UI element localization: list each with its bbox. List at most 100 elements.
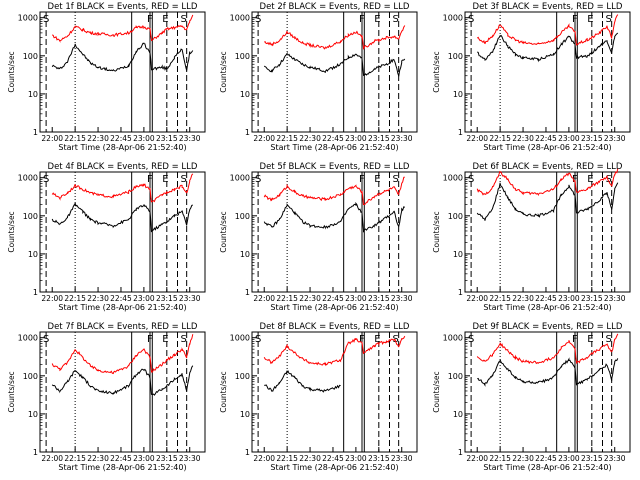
marker-label: S	[606, 334, 612, 345]
x-tick-label: 22:15	[276, 134, 298, 143]
x-tick-label: 22:45	[110, 134, 132, 143]
x-tick-label: 22:30	[299, 294, 321, 303]
x-tick-label: 22:15	[489, 294, 511, 303]
x-axis-label: Start Time (28-Apr-06 21:52:40)	[58, 463, 186, 472]
x-tick-label: 22:45	[322, 294, 344, 303]
panel-det-4f: Det 4f BLACK = Events, RED = LLD 1 10 100 10…	[7, 162, 206, 312]
y-axis-label: Counts/sec	[432, 211, 441, 252]
x-tick-label: 22:00	[253, 454, 275, 463]
y-tick-label: 1000	[18, 14, 38, 23]
x-tick-label: 22:15	[276, 294, 298, 303]
y-tick-label: 1	[33, 448, 38, 457]
marker-label: S	[43, 334, 49, 345]
x-tick-label: 23:15	[156, 294, 178, 303]
marker-label: F	[572, 14, 578, 25]
x-tick-label: 23:30	[179, 134, 201, 143]
panel-det-9f: Det 9f BLACK = Events, RED = LLD 1 10 100 10…	[432, 322, 631, 472]
y-tick-label: 1000	[230, 334, 250, 343]
x-tick-label: 23:15	[368, 454, 390, 463]
x-tick-label: 22:00	[253, 294, 275, 303]
panel-det-2f: Det 2f BLACK = Events, RED = LLD 1 10 100 10…	[219, 2, 418, 152]
x-tick-label: 22:30	[299, 134, 321, 143]
x-tick-label: 23:00	[133, 294, 155, 303]
x-tick-label: 23:30	[179, 454, 201, 463]
x-tick-label: 23:00	[345, 454, 367, 463]
y-tick-label: 1	[245, 288, 250, 297]
panel-det-7f: Det 7f BLACK = Events, RED = LLD 1 10 100 10…	[7, 322, 206, 472]
marker-label: S	[468, 334, 474, 345]
y-axis-label: Counts/sec	[219, 371, 228, 412]
x-tick-label: 22:00	[41, 294, 63, 303]
plot-frame	[464, 331, 631, 453]
marker-label: E	[162, 14, 168, 25]
y-tick-label: 100	[235, 372, 250, 381]
x-tick-label: 22:45	[322, 454, 344, 463]
y-tick-label: 1000	[18, 334, 38, 343]
panel-title: Det 2f BLACK = Events, RED = LLD	[260, 2, 410, 12]
x-tick-label: 23:15	[581, 454, 603, 463]
x-tick-label: 22:00	[41, 454, 63, 463]
series-events	[477, 357, 619, 387]
plot-frame	[39, 171, 206, 293]
panel-title: Det 3f BLACK = Events, RED = LLD	[473, 2, 623, 12]
marker-label: E	[162, 334, 168, 345]
marker-label: E	[587, 334, 593, 345]
panel-det-5f: Det 5f BLACK = Events, RED = LLD 1 10 100 10…	[219, 162, 418, 312]
series-lld	[263, 176, 405, 206]
marker-label: S	[468, 14, 474, 25]
x-axis-label: Start Time (28-Apr-06 21:52:40)	[483, 463, 611, 472]
panel-title: Det 7f BLACK = Events, RED = LLD	[48, 322, 198, 332]
marker-label: S	[255, 334, 261, 345]
series-events	[263, 201, 406, 233]
x-tick-label: 22:00	[466, 134, 488, 143]
marker-label: S	[181, 174, 187, 185]
series-events	[263, 51, 406, 77]
y-tick-label: 1000	[230, 14, 250, 23]
x-tick-label: 23:30	[391, 134, 413, 143]
marker-label: F	[572, 174, 578, 185]
series-events	[51, 202, 193, 233]
x-tick-label: 23:00	[345, 294, 367, 303]
plot-frame	[39, 331, 206, 453]
plot-frame	[39, 11, 206, 133]
x-tick-label: 22:15	[276, 454, 298, 463]
x-tick-label: 22:15	[489, 134, 511, 143]
x-tick-label: 22:30	[299, 454, 321, 463]
y-axis-label: Counts/sec	[432, 371, 441, 412]
marker-label: F	[147, 334, 153, 345]
marker-label: F	[359, 334, 365, 345]
x-tick-label: 22:45	[110, 454, 132, 463]
y-tick-label: 10	[240, 250, 250, 259]
x-tick-label: 22:00	[41, 134, 63, 143]
y-tick-label: 100	[448, 52, 463, 61]
x-tick-label: 22:30	[87, 134, 109, 143]
x-tick-label: 22:45	[535, 454, 557, 463]
y-tick-label: 1	[458, 448, 463, 457]
y-tick-label: 1	[245, 448, 250, 457]
panel-det-1f: Det 1f BLACK = Events, RED = LLD 1 10 100 10…	[7, 2, 206, 152]
y-tick-label: 10	[28, 250, 38, 259]
x-tick-label: 23:30	[391, 294, 413, 303]
marker-label: S	[468, 174, 474, 185]
x-axis-label: Start Time (28-Apr-06 21:52:40)	[270, 463, 398, 472]
series-lld	[476, 168, 619, 197]
series-lld	[476, 333, 619, 365]
y-tick-label: 100	[23, 372, 38, 381]
marker-label: S	[393, 174, 399, 185]
y-tick-label: 1000	[443, 174, 463, 183]
marker-label: E	[162, 174, 168, 185]
series-lld	[263, 335, 406, 367]
series-lld	[51, 14, 194, 43]
series-lld	[264, 25, 406, 50]
y-axis-label: Counts/sec	[432, 51, 441, 92]
plot-frame	[464, 11, 631, 133]
x-tick-label: 23:15	[368, 134, 390, 143]
series-events	[264, 370, 341, 393]
series-events	[477, 32, 619, 63]
marker-label: F	[147, 14, 153, 25]
marker-label: S	[393, 334, 399, 345]
marker-label: S	[181, 334, 187, 345]
x-tick-label: 23:15	[581, 134, 603, 143]
panel-title: Det 5f BLACK = Events, RED = LLD	[260, 162, 410, 172]
series-events	[476, 182, 619, 221]
